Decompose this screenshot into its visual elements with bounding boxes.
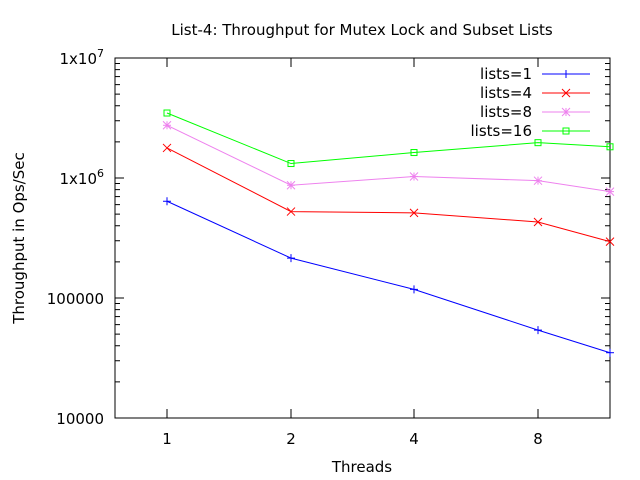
data-point xyxy=(287,254,295,263)
data-point xyxy=(534,139,542,147)
data-point xyxy=(562,127,570,135)
data-point xyxy=(605,237,615,246)
data-point xyxy=(162,120,172,130)
data-point xyxy=(162,143,172,153)
legend-label: lists=8 xyxy=(480,103,532,121)
plot-frame xyxy=(114,57,611,419)
x-tick-label: 8 xyxy=(533,430,543,448)
data-point xyxy=(561,88,571,98)
series-line xyxy=(166,147,611,243)
data-point xyxy=(410,149,418,157)
x-tick-label: 1 xyxy=(162,430,172,448)
x-tick-label: 4 xyxy=(409,430,419,448)
legend-label: lists=4 xyxy=(480,84,532,102)
data-point xyxy=(409,208,419,218)
x-axis-label: Threads xyxy=(331,458,392,476)
y-tick-label: 1x107 xyxy=(59,47,104,68)
data-point xyxy=(163,197,171,206)
series-line xyxy=(166,112,611,165)
data-point xyxy=(605,187,615,196)
y-tick-label: 10000 xyxy=(56,410,104,428)
data-point xyxy=(409,172,419,181)
data-point xyxy=(534,326,542,335)
data-point xyxy=(533,217,543,227)
y-axis-label: Throughput in Ops/Sec xyxy=(10,152,28,325)
data-point xyxy=(286,207,296,216)
data-point xyxy=(410,285,418,294)
series-group xyxy=(162,109,615,357)
data-point xyxy=(606,143,614,151)
data-point xyxy=(562,70,570,78)
data-point xyxy=(286,180,296,190)
y-tick-label: 1x106 xyxy=(59,167,104,188)
axis-ticks: 10000 100000 1x106 1x107 1 2 4 8 xyxy=(47,47,610,448)
x-tick-label: 2 xyxy=(286,430,296,448)
data-point xyxy=(533,176,543,186)
legend-label: lists=16 xyxy=(470,122,532,140)
chart-title: List-4: Throughput for Mutex Lock and Su… xyxy=(171,21,553,39)
data-point xyxy=(287,160,295,168)
legend-label: lists=1 xyxy=(480,65,532,83)
data-point xyxy=(561,107,571,117)
y-tick-label: 100000 xyxy=(47,290,104,308)
data-point xyxy=(163,109,171,117)
data-point xyxy=(606,348,614,357)
